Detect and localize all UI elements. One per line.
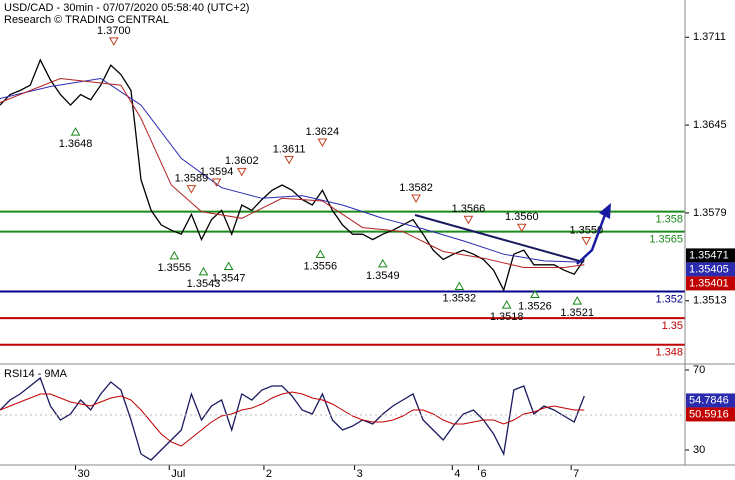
level-label: 1.348 [655,347,683,359]
high-label: 1.3594 [200,166,234,178]
forecast-arrow [576,211,608,265]
panes: 1.37111.36451.35791.35131.3581.35651.352… [0,25,735,480]
x-tick-label: 30 [78,468,90,480]
low-marker [223,261,234,271]
level-label: 1.35 [662,320,683,332]
low-marker [198,266,209,276]
high-marker [211,178,222,187]
last-value-label: 1.35401 [689,277,729,289]
low-marker [70,127,81,136]
y-tick-label: 1.3711 [693,31,726,43]
level-label: 1.352 [655,293,683,305]
level-label: 1.358 [655,214,683,226]
low-label: 1.3555 [157,262,191,274]
high-marker [463,215,474,225]
high-marker [317,138,328,148]
high-marker [411,194,421,203]
high-label: 1.3624 [306,126,340,138]
x-tick-label: 4 [454,468,460,480]
low-marker [454,281,465,290]
high-marker [581,237,592,246]
high-marker [236,167,247,177]
low-label: 1.3543 [187,278,221,290]
y-tick-label: 1.3579 [693,207,727,219]
rsi-title: RSI14 - 9MA [4,368,68,380]
y-tick-label: 1.3645 [693,119,727,131]
chart-title: USD/CAD - 30min - 07/07/2020 05:58:40 (U… [4,2,249,14]
x-tick-label: 2 [266,468,272,480]
x-tick-label: 3 [357,468,363,480]
last-value-label: 50.5916 [689,408,729,420]
high-label: 1.3602 [225,155,259,167]
low-label: 1.3648 [59,138,93,150]
last-value-box [686,407,735,422]
low-marker [315,249,326,259]
low-label: 1.3521 [560,307,594,319]
y-tick-label: 30 [693,444,705,456]
chart-subtitle: Research © TRADING CENTRAL [4,14,169,26]
low-marker [501,300,512,309]
trend-line [414,214,584,263]
forecast-arrowhead [599,203,611,219]
high-label: 1.3700 [97,25,131,37]
x-tick-label: 6 [480,468,486,480]
low-marker [572,296,583,305]
high-label: 1.3582 [399,182,433,194]
high-marker [108,37,119,46]
high-label: 1.3560 [505,211,539,223]
series-line [0,391,585,447]
low-marker [530,289,540,298]
high-marker [186,185,197,194]
last-value-label: 54.7846 [689,394,729,406]
high-label: 1.3550 [569,224,603,236]
x-tick-label: 7 [573,468,579,480]
last-value-label: 1.35471 [689,249,729,261]
last-value-box [686,276,735,291]
high-label: 1.3566 [452,203,486,215]
high-label: 1.3611 [273,143,306,155]
last-value-box [686,248,735,263]
low-label: 1.3547 [212,272,246,284]
y-tick-label: 1.3513 [693,295,727,307]
low-label: 1.3526 [518,300,552,312]
high-marker [516,223,527,233]
y-tick-label: 70 [693,364,705,376]
low-label: 1.3532 [443,292,477,304]
low-label: 1.3518 [490,311,524,323]
low-marker [169,250,180,260]
level-label: 1.3565 [649,233,683,245]
last-value-box [686,262,735,277]
series-line [0,376,585,461]
series-line [0,77,585,263]
low-label: 1.3556 [304,260,338,272]
low-marker [377,258,388,268]
x-tick-label: Jul [171,468,185,480]
high-marker [284,155,294,165]
high-label: 1.3589 [175,173,209,185]
low-label: 1.3549 [366,270,400,282]
series-line [0,58,585,292]
last-value-box [686,393,735,408]
last-value-label: 1.35405 [689,263,729,275]
series-line [0,77,585,268]
